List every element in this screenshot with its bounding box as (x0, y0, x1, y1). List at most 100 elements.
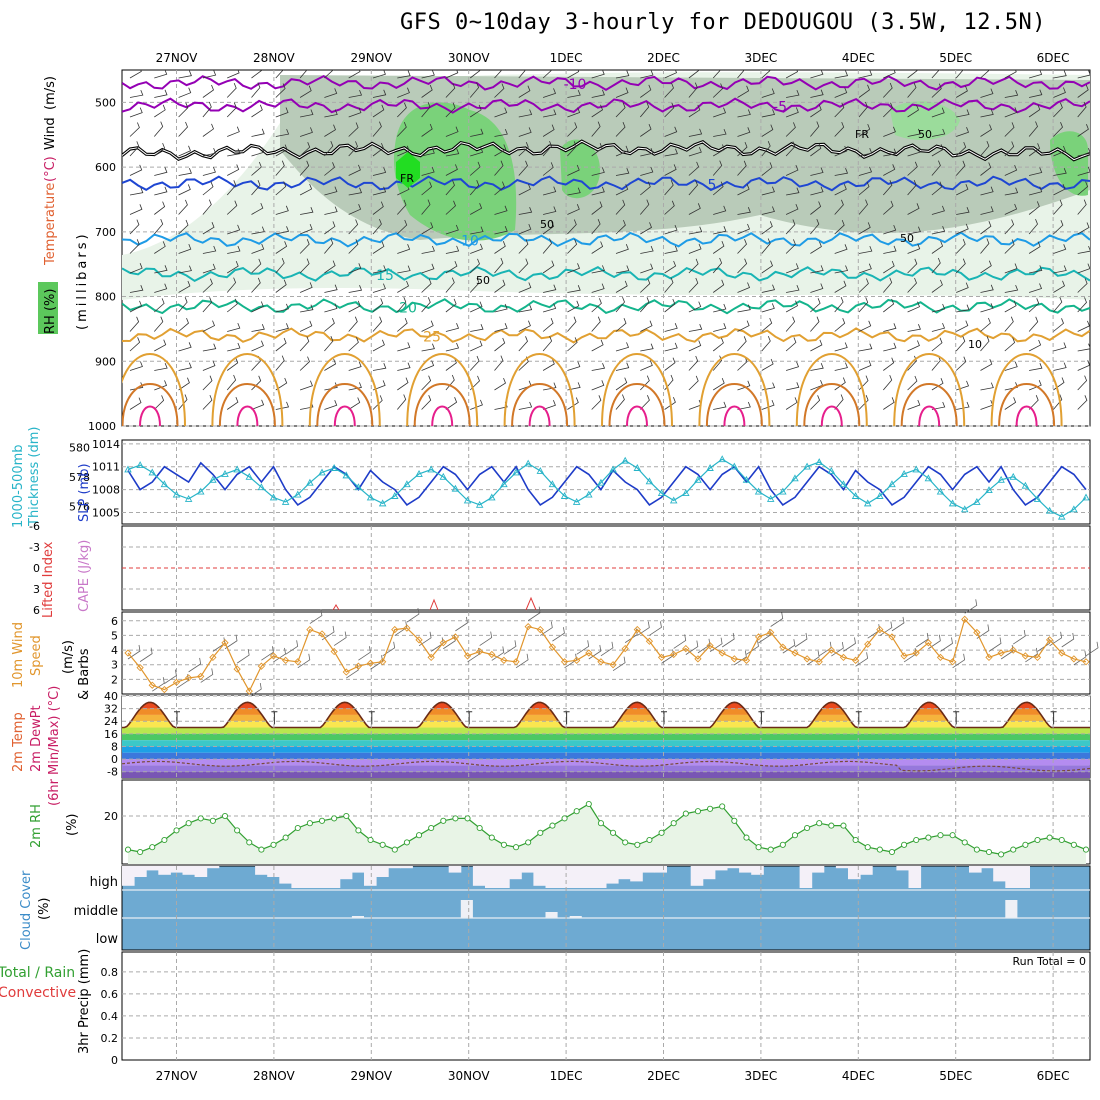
wind-barb (348, 316, 358, 332)
wind-barb (348, 89, 363, 98)
wind-barb (688, 324, 703, 332)
rh2m-point (816, 820, 823, 827)
wind-barb (421, 320, 434, 332)
cloud-high-bar (969, 866, 982, 873)
wind-barb (688, 146, 702, 157)
wind-barb (1004, 122, 1015, 137)
wind-barb (154, 339, 167, 352)
wind-barb (931, 303, 946, 313)
wind-barb (275, 160, 285, 176)
date-label-bottom: 4DEC (842, 1069, 875, 1083)
wind-barb (956, 127, 970, 137)
wind10-point (209, 653, 217, 662)
wind-barb (324, 382, 338, 391)
thickness-point (960, 505, 969, 513)
wind-barb (712, 144, 725, 157)
wind-barb (469, 258, 480, 274)
wind-barb (761, 260, 773, 274)
wind-barb (883, 323, 897, 332)
cloud-high-bar (1005, 866, 1018, 888)
rh2m-point (949, 832, 956, 839)
wind-barb (251, 277, 261, 293)
wind-barb (542, 335, 553, 352)
wind-barb (956, 184, 969, 196)
wind-barb (931, 144, 944, 157)
cloud-mid-bar (1005, 900, 1018, 918)
temp-tick: 24 (104, 715, 118, 728)
wind-barb (956, 207, 970, 215)
wind-barb (202, 360, 216, 371)
wind-barb (737, 184, 750, 196)
wind10-point (961, 615, 969, 623)
rh2m-ticks: 20 (104, 810, 118, 823)
wind10-series (124, 615, 1090, 695)
date-label-bottom: 28NOV (253, 1069, 295, 1083)
wind-barb (202, 297, 213, 313)
wind-barb (445, 148, 460, 157)
wind-barb (664, 397, 676, 410)
date-label-bottom: 2DEC (647, 1069, 680, 1083)
wind-barb (980, 221, 992, 235)
temp-errorbar (368, 711, 375, 725)
rh2m-point (488, 834, 495, 841)
wind-barb (761, 140, 771, 157)
wind10-barb (285, 640, 299, 655)
wind-barb (615, 102, 626, 118)
wind-barb (445, 102, 456, 118)
thickness-point (766, 495, 775, 502)
wind-barb (202, 147, 217, 157)
thickness-point (1009, 472, 1017, 480)
wind-barb (1028, 298, 1040, 313)
wind-barb (324, 88, 338, 98)
wind-barb (1053, 296, 1063, 313)
wind-barb (688, 258, 699, 274)
rh2m-point (367, 836, 374, 844)
thickness-point (172, 490, 181, 498)
wind-barb (591, 201, 603, 215)
wind10-point (197, 672, 205, 681)
wind-barb (1053, 87, 1066, 98)
wind10-barb (406, 608, 420, 623)
wind-barb (785, 337, 797, 352)
thickness-point (269, 493, 278, 501)
rh2m-point (221, 812, 229, 820)
wind10-point (415, 636, 423, 644)
wind-barb (372, 201, 384, 215)
wind-barb (834, 87, 848, 98)
wind10-barb (224, 634, 238, 650)
wind-barb (178, 121, 188, 137)
wind10-point (767, 628, 775, 637)
wind10-point (366, 659, 375, 667)
li-spike-1 (429, 598, 439, 611)
wind10-point (621, 644, 629, 653)
li-tick: 3 (33, 583, 40, 596)
wind-barb (1004, 90, 1019, 98)
wind-barb (421, 278, 432, 293)
wind-barb (664, 82, 674, 98)
ylabel-wind10-b: Speed (29, 635, 44, 676)
li-tick: -3 (29, 541, 40, 554)
wind-barb (1053, 394, 1063, 410)
wind-barb (810, 70, 824, 79)
thickness-point (730, 462, 739, 470)
wind-barb (931, 279, 943, 293)
wind10-point (184, 674, 193, 682)
wind-barb (567, 337, 578, 352)
li-tick: 6 (33, 604, 40, 617)
rh2m-point (391, 846, 398, 853)
thickness-point (427, 465, 435, 473)
cloud-mid-bar (351, 916, 364, 918)
slp-tick: 1014 (92, 438, 120, 451)
wind-barb (883, 245, 897, 254)
temp-band (122, 771, 1090, 778)
wind-barb (907, 82, 917, 98)
wind-barb (737, 141, 748, 157)
wind-barb (907, 243, 921, 254)
wind-barb (956, 320, 969, 332)
thickness-point (1057, 512, 1066, 520)
thickness-point (657, 489, 666, 497)
wind-barb (591, 380, 605, 391)
wind10-barb (855, 652, 869, 667)
wind-barb (324, 124, 336, 137)
